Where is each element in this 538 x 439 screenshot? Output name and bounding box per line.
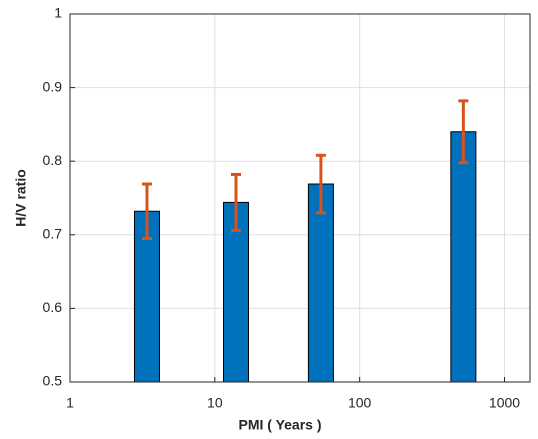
- x-tick-label: 1: [66, 395, 74, 411]
- x-tick-label: 100: [348, 395, 372, 411]
- bar: [450, 131, 477, 383]
- y-tick-label: 0.9: [43, 78, 63, 94]
- bar: [222, 201, 249, 383]
- x-tick-label: 10: [207, 395, 223, 411]
- y-axis-label: H/V ratio: [13, 169, 29, 227]
- plot-frame: [69, 13, 531, 383]
- x-tick-label: 1000: [489, 395, 520, 411]
- y-tick-label: 0.5: [43, 373, 63, 389]
- y-tick-label: 1: [54, 5, 62, 21]
- y-tick-label: 0.8: [43, 152, 63, 168]
- y-tick-label: 0.7: [43, 226, 63, 242]
- y-tick-label: 0.6: [43, 299, 63, 315]
- x-axis-label: PMI ( Years ): [238, 417, 321, 433]
